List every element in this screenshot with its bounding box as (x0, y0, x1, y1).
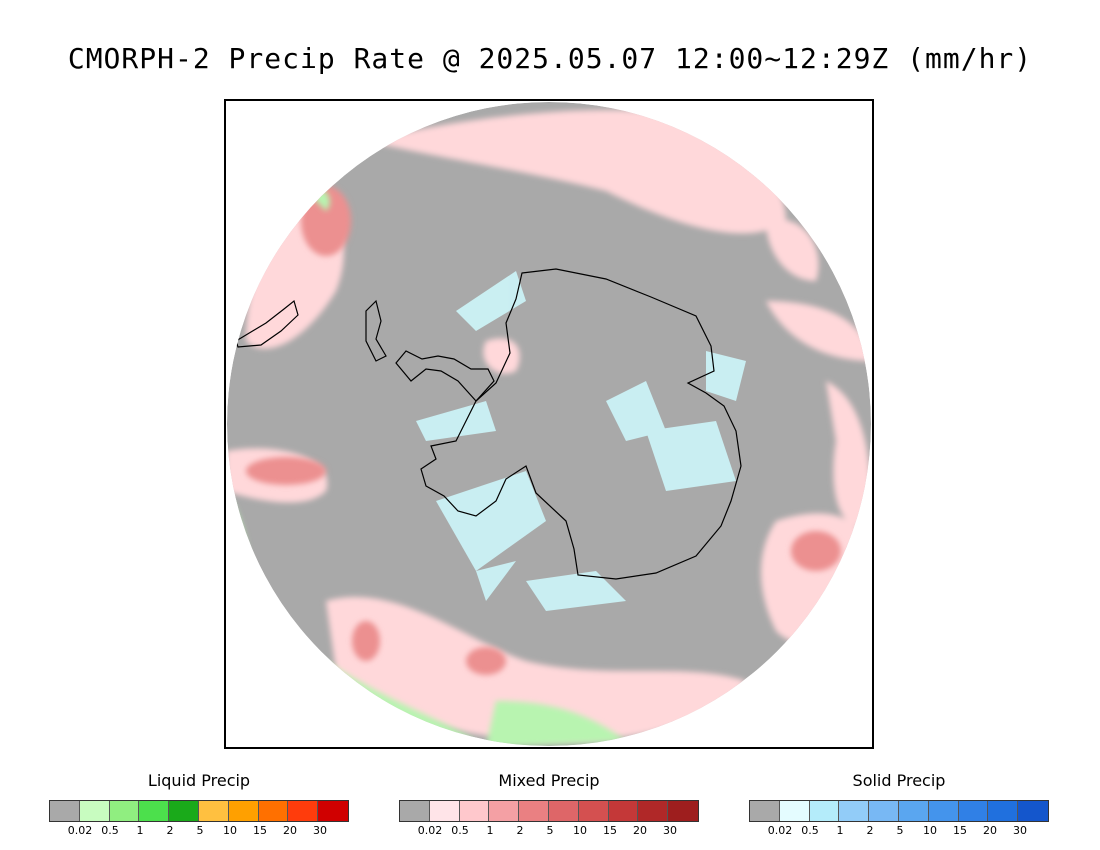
mixed-tick-label: 10 (573, 824, 587, 837)
mixed-swatch-3 (489, 801, 520, 821)
legend-solid-title: Solid Precip (852, 771, 946, 790)
liquid-swatch-3 (139, 801, 170, 821)
legend-mixed-title: Mixed Precip (498, 771, 600, 790)
solid-swatch-7 (958, 801, 989, 821)
mixed-swatch-8 (638, 801, 669, 821)
legend-mixed-ticks: 0.02 0.5 1 2 5 10 15 20 30 (399, 824, 699, 838)
liquid-swatch-9 (318, 801, 348, 821)
south-america-islands (365, 299, 387, 362)
solid-tick-label: 10 (923, 824, 937, 837)
mixed-swatch-7 (608, 801, 639, 821)
legend-solid-colorbar (749, 800, 1049, 822)
solid-tick-label: 20 (983, 824, 997, 837)
mixed-tick-label: 2 (516, 824, 524, 837)
mixed-swatch-2 (459, 801, 490, 821)
solid-tick-label: 0.02 (767, 824, 793, 837)
mixed-swatch-5 (548, 801, 579, 821)
south-america-tip (235, 299, 299, 348)
liquid-swatch-7 (258, 801, 289, 821)
solid-tick-label: 5 (896, 824, 904, 837)
solid-swatch-9 (1018, 801, 1048, 821)
solid-tick-label: 1 (836, 824, 844, 837)
liquid-swatch-0 (50, 801, 80, 821)
liquid-tick-label: 30 (313, 824, 327, 837)
solid-swatch-5 (898, 801, 929, 821)
solid-tick-label: 2 (866, 824, 874, 837)
mixed-swatch-0 (400, 801, 430, 821)
no-precip-disk (227, 102, 871, 746)
map-title: CMORPH-2 Precip Rate @ 2025.05.07 12:00~… (67, 42, 1033, 75)
legend-liquid: Liquid Precip 0.02 0.5 1 2 5 10 15 20 30 (49, 770, 349, 838)
solid-swatch-8 (988, 801, 1019, 821)
liquid-swatch-1 (79, 801, 110, 821)
legend-mixed: Mixed Precip 0.02 0.5 1 2 5 10 15 20 30 (399, 770, 699, 838)
solid-swatch-0 (750, 801, 780, 821)
solid-tick-label: 15 (953, 824, 967, 837)
legend-solid: Solid Precip 0.02 0.5 1 2 5 10 15 20 30 (749, 770, 1049, 838)
mixed-swatch-9 (668, 801, 698, 821)
solid-tick-label: 30 (1013, 824, 1027, 837)
polar-map (224, 99, 874, 749)
mixed-tick-label: 30 (663, 824, 677, 837)
mixed-swatch-1 (429, 801, 460, 821)
mixed-tick-label: 0.5 (451, 824, 469, 837)
mixed-tick-label: 20 (633, 824, 647, 837)
mixed-swatch-4 (519, 801, 549, 821)
legend-liquid-title: Liquid Precip (147, 771, 251, 790)
mixed-precip-moderate (246, 186, 841, 675)
solid-swatch-3 (839, 801, 870, 821)
liquid-tick-label: 20 (283, 824, 297, 837)
precip-map-graphic (227, 102, 871, 746)
liquid-swatch-6 (228, 801, 259, 821)
liquid-swatch-2 (109, 801, 140, 821)
legend-liquid-colorbar (49, 800, 349, 822)
legend-mixed-colorbar (399, 800, 699, 822)
liquid-tick-label: 15 (253, 824, 267, 837)
liquid-swatch-8 (288, 801, 319, 821)
solid-swatch-4 (869, 801, 899, 821)
liquid-tick-label: 10 (223, 824, 237, 837)
liquid-tick-label: 5 (196, 824, 204, 837)
solid-swatch-2 (809, 801, 840, 821)
solid-swatch-1 (779, 801, 810, 821)
liquid-tick-label: 0.5 (101, 824, 119, 837)
liquid-tick-label: 0.02 (67, 824, 93, 837)
antarctic-peninsula (395, 350, 495, 402)
solid-precip-areas (416, 271, 746, 611)
mixed-tick-label: 1 (486, 824, 494, 837)
mixed-tick-label: 15 (603, 824, 617, 837)
liquid-tick-label: 1 (136, 824, 144, 837)
liquid-tick-label: 2 (166, 824, 174, 837)
liquid-swatch-5 (198, 801, 229, 821)
mixed-tick-label: 5 (546, 824, 554, 837)
solid-swatch-6 (928, 801, 959, 821)
antarctica-coastline (420, 268, 742, 580)
liquid-swatch-4 (169, 801, 199, 821)
mixed-swatch-6 (578, 801, 609, 821)
legend-liquid-ticks: 0.02 0.5 1 2 5 10 15 20 30 (49, 824, 349, 838)
mixed-tick-label: 0.02 (417, 824, 443, 837)
legend-solid-ticks: 0.02 0.5 1 2 5 10 15 20 30 (749, 824, 1049, 838)
solid-tick-label: 0.5 (801, 824, 819, 837)
